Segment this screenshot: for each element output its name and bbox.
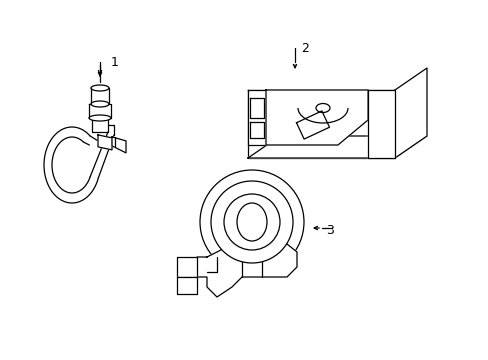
Polygon shape — [296, 111, 329, 139]
Polygon shape — [92, 118, 108, 132]
Text: 1: 1 — [111, 55, 119, 68]
Polygon shape — [98, 135, 112, 150]
Circle shape — [200, 170, 304, 274]
Ellipse shape — [91, 85, 109, 91]
Circle shape — [210, 181, 292, 263]
Polygon shape — [197, 244, 296, 297]
Polygon shape — [394, 68, 426, 158]
Polygon shape — [247, 90, 265, 145]
Polygon shape — [177, 257, 197, 277]
Polygon shape — [249, 122, 264, 138]
Ellipse shape — [91, 101, 109, 107]
Text: 3: 3 — [325, 224, 333, 237]
Polygon shape — [112, 137, 126, 153]
Polygon shape — [91, 88, 109, 104]
Polygon shape — [367, 90, 394, 158]
Polygon shape — [247, 90, 394, 158]
Ellipse shape — [89, 115, 111, 121]
Text: 2: 2 — [301, 41, 308, 54]
Polygon shape — [247, 136, 426, 158]
Circle shape — [224, 194, 280, 250]
Polygon shape — [89, 104, 111, 118]
Polygon shape — [249, 98, 264, 118]
Polygon shape — [265, 90, 367, 145]
Polygon shape — [177, 277, 197, 294]
